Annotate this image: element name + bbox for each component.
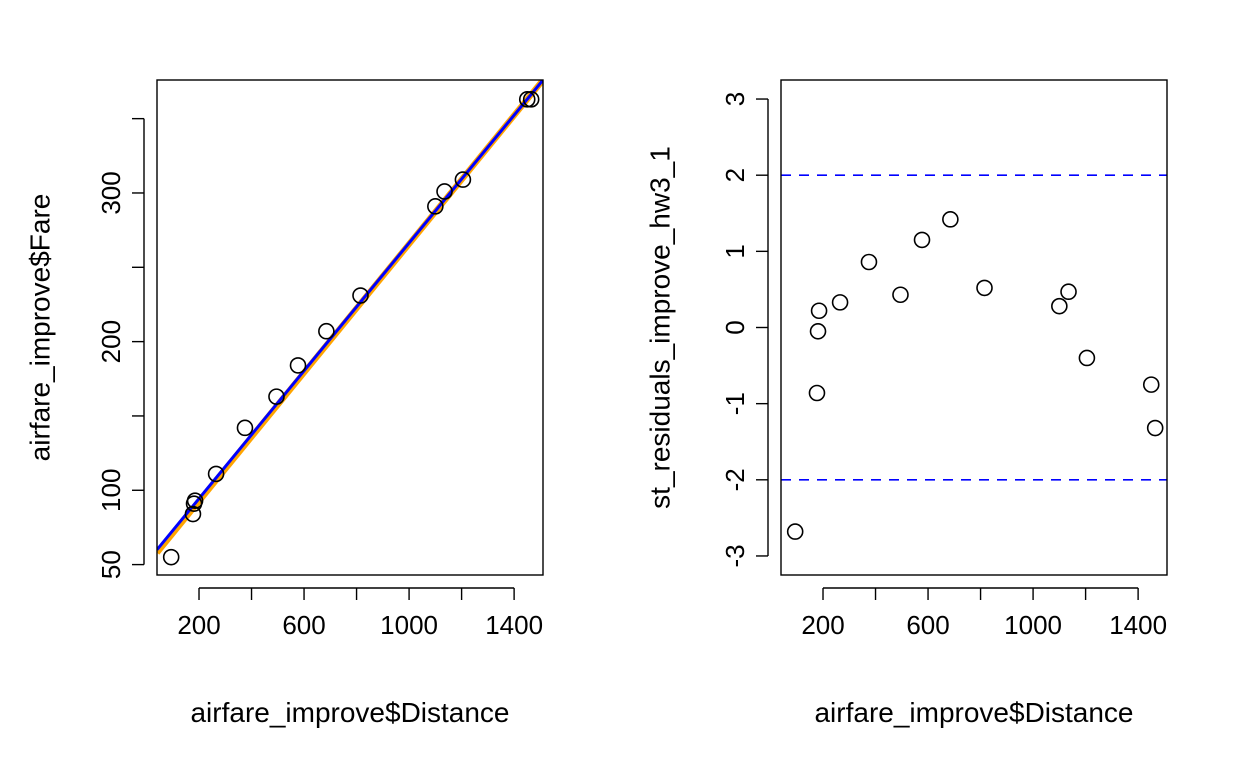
residuals-panel: 200 600 1000 1400 -3 -2 -1 0 1 2 3 airfare_improve$… [645, 79, 1168, 728]
x-tick-label-0: 200 [177, 610, 220, 640]
data-point-10 [427, 198, 444, 215]
plot-frame [780, 79, 1168, 576]
data-point-10 [1051, 297, 1068, 315]
x-tick-label-1: 600 [282, 610, 325, 640]
data-point-11 [1060, 283, 1077, 301]
fit-line-1 [157, 80, 543, 551]
data-point-14 [1146, 419, 1164, 437]
data-point-5 [236, 419, 254, 437]
data-point-1 [184, 505, 202, 523]
fitted-line-panel: 200 600 1000 1400 50 100 200 300 airfare_improve… [25, 79, 544, 728]
data-point-4 [831, 294, 849, 311]
y-tick-label-6: 3 [720, 92, 750, 106]
y-axis-label: st_residuals_improve_hw3_1 [645, 146, 676, 509]
data-point-13 [1142, 376, 1160, 393]
x-tick-label-0: 200 [801, 610, 844, 640]
y-tick-label-0: 50 [96, 550, 126, 579]
data-point-6 [268, 388, 285, 405]
data-point-4 [207, 465, 225, 483]
data-point-8 [942, 211, 959, 228]
data-point-0 [162, 548, 180, 566]
data-point-0 [786, 523, 804, 540]
x-tick-label-1: 600 [906, 610, 949, 640]
y-tick-label-4: 1 [720, 244, 750, 258]
y-axis-label: airfare_improve$Fare [25, 194, 56, 462]
data-point-7 [913, 231, 931, 249]
y-tick-label-0: -3 [720, 544, 750, 567]
x-tick-label-3: 1400 [1109, 610, 1167, 640]
x-tick-label-2: 1000 [1004, 610, 1062, 640]
y-tick-label-3: 300 [96, 171, 126, 214]
data-point-9 [976, 279, 993, 297]
data-point-14 [522, 91, 540, 108]
data-point-1 [808, 384, 826, 402]
data-point-5 [860, 253, 878, 271]
plot-frame [156, 79, 544, 576]
data-point-3 [186, 492, 204, 509]
x-tick-label-2: 1000 [380, 610, 438, 640]
data-point-12 [454, 171, 472, 188]
x-tick-label-3: 1400 [485, 610, 543, 640]
y-tick-label-2: 200 [96, 320, 126, 363]
data-point-13 [518, 91, 536, 108]
x-axis-label: airfare_improve$Distance [814, 697, 1133, 728]
data-point-2 [809, 323, 827, 340]
y-tick-label-2: -1 [720, 392, 750, 415]
data-point-8 [318, 322, 335, 340]
y-tick-label-3: 0 [720, 320, 750, 334]
y-tick-label-1: 100 [96, 469, 126, 512]
x-axis-label: airfare_improve$Distance [190, 697, 509, 728]
data-point-7 [289, 357, 307, 374]
data-point-3 [810, 302, 828, 320]
data-point-6 [892, 286, 909, 304]
data-point-9 [352, 287, 369, 304]
y-tick-label-5: 2 [720, 168, 750, 182]
y-tick-label-1: -2 [720, 468, 750, 491]
data-point-11 [436, 183, 453, 200]
data-point-12 [1078, 349, 1096, 367]
